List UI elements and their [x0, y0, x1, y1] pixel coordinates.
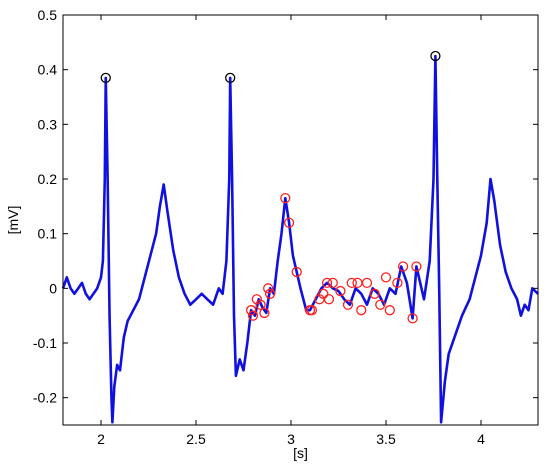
y-tick-label: 0.3 — [38, 116, 58, 132]
y-tick-label: 0.2 — [38, 171, 58, 187]
detection-marker — [380, 272, 392, 283]
detection-marker — [369, 288, 380, 299]
y-tick-label: 0.5 — [38, 7, 58, 23]
detection-marker — [411, 261, 422, 272]
detection-marker — [318, 288, 329, 299]
y-tick-label: -0.2 — [33, 390, 57, 406]
detection-marker — [321, 277, 333, 289]
detection-marker — [335, 285, 346, 297]
detection-marker — [291, 266, 302, 278]
detection-marker — [245, 305, 257, 316]
plot-content — [61, 50, 539, 424]
detection-marker — [384, 305, 395, 316]
detection-marker — [247, 310, 259, 321]
r-peak-marker — [430, 50, 441, 62]
detection-marker — [263, 283, 274, 294]
r-peak-marker — [100, 72, 111, 84]
x-tick-label: 2 — [97, 431, 105, 447]
detection-marker — [327, 277, 338, 289]
detection-marker — [259, 307, 270, 319]
detection-marker — [346, 277, 357, 289]
x-tick-label: 3 — [287, 431, 295, 447]
detection-marker — [397, 261, 409, 272]
detection-marker — [306, 305, 318, 316]
x-axis-label: [s] — [293, 445, 308, 461]
y-tick-label: 0 — [49, 280, 57, 296]
r-peak-marker — [225, 72, 236, 84]
y-tick-label: -0.1 — [33, 335, 57, 351]
plot-area-background — [63, 15, 538, 425]
detection-marker — [323, 294, 335, 305]
axes-ticks: 2 2.5 3 3.5 4 -0.2 -0.1 0 0.1 0.2 0.3 0.4 0.5 — [33, 7, 538, 447]
plot-frame — [62, 14, 539, 426]
x-tick-label: 4 — [477, 431, 485, 447]
detection-marker — [361, 277, 373, 289]
x-tick-label: 3.5 — [376, 431, 396, 447]
detection-marker — [356, 305, 367, 316]
y-tick-label: 0.4 — [38, 62, 58, 78]
y-axis-label: [mV] — [5, 206, 21, 235]
detection-marker — [264, 288, 276, 299]
detection-marker — [255, 299, 266, 310]
detection-marker — [375, 299, 386, 310]
x-tick-label: 2.5 — [186, 431, 206, 447]
detection-marker — [392, 277, 403, 289]
detection-marker — [407, 313, 418, 324]
y-tick-label: 0.1 — [38, 226, 58, 242]
detection-marker — [342, 299, 354, 310]
detection-marker — [283, 217, 295, 228]
detection-marker — [280, 192, 291, 204]
